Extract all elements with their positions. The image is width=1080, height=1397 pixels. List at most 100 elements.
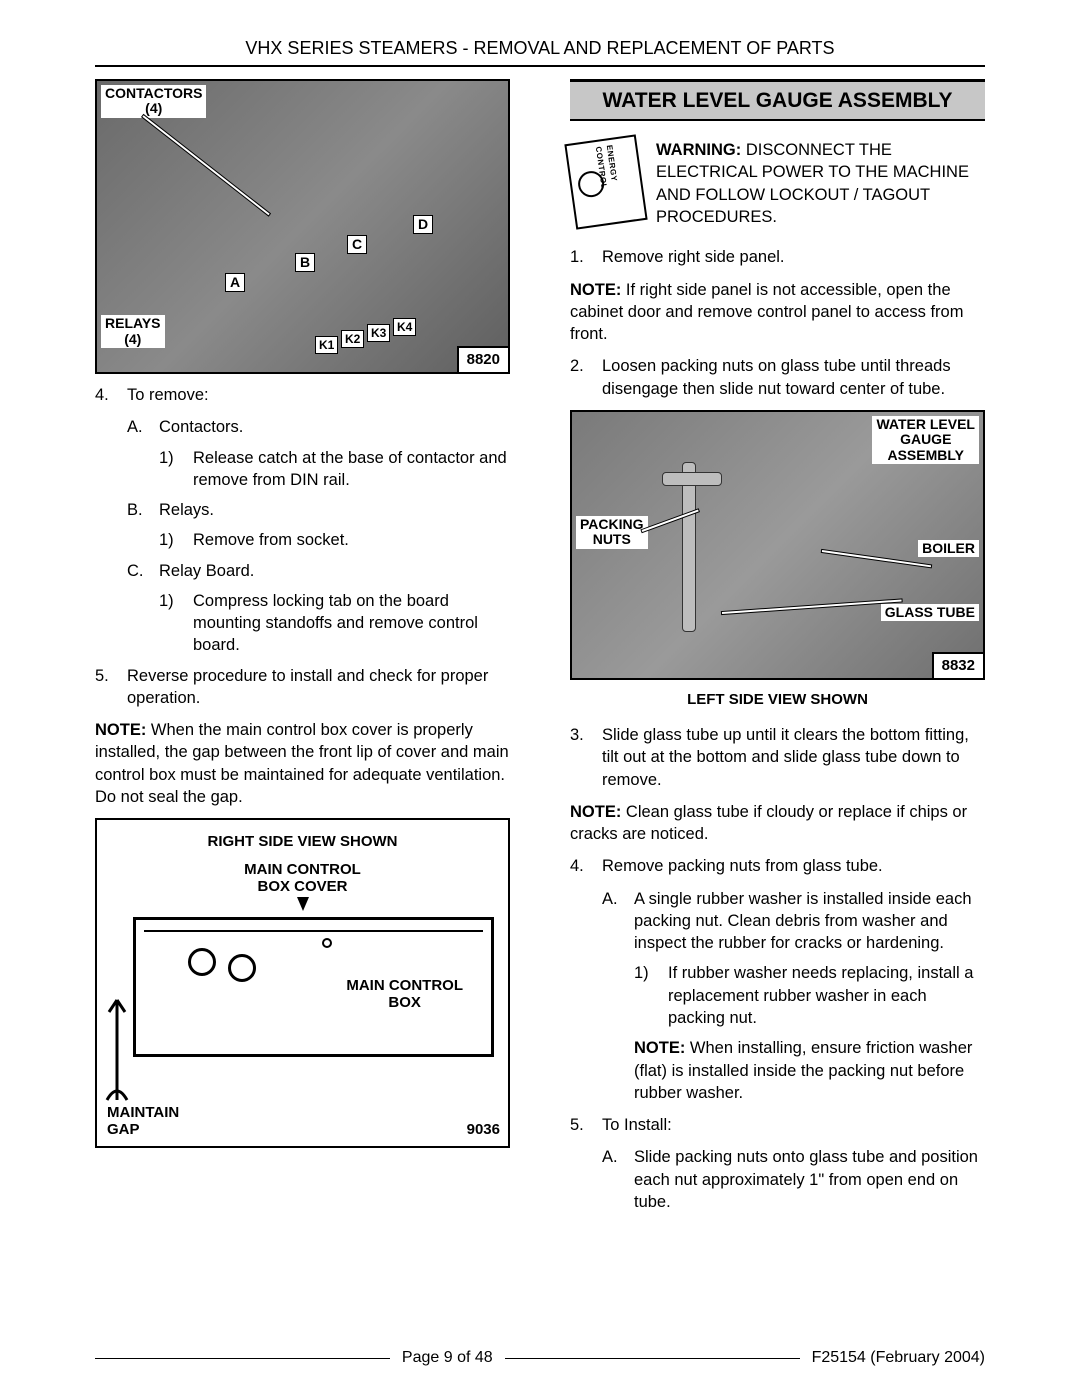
step-4c-text: Relay Board. <box>159 560 254 582</box>
contactors-label: CONTACTORS (4) <box>101 85 206 118</box>
warning-text: WARNING: DISCONNECT THE ELECTRICAL POWER… <box>656 139 985 228</box>
r-step5-text: To Install: <box>602 1114 672 1136</box>
r-step4a1: 1)If rubber washer needs replacing, inst… <box>634 962 985 1029</box>
step-4: 4.To remove: <box>95 384 510 406</box>
step-4c1-text: Compress locking tab on the board mounti… <box>193 590 510 657</box>
footer-rule <box>505 1358 800 1359</box>
doc-id: F25154 (February 2004) <box>800 1349 985 1367</box>
callout-line <box>722 599 902 614</box>
r-step4a1-text: If rubber washer needs replacing, instal… <box>668 962 985 1029</box>
step-5-list: 5.Reverse procedure to install and check… <box>95 665 510 710</box>
maintain-gap-label: MAINTAIN GAP <box>107 1105 179 1138</box>
step-5-text: Reverse procedure to install and check f… <box>127 665 510 710</box>
two-column-layout: CONTACTORS (4) RELAYS (4) A B C D K1 K2 … <box>95 79 985 1221</box>
right-list-1: 1.Remove right side panel. <box>570 246 985 268</box>
fig2-title: RIGHT SIDE VIEW SHOWN <box>105 832 500 852</box>
packing-nuts-label: PACKING NUTS <box>576 516 648 549</box>
step-4c: C.Relay Board. <box>127 560 510 582</box>
r-step5-sub: A.Slide packing nuts onto glass tube and… <box>570 1146 985 1213</box>
r-step4-text: Remove packing nuts from glass tube. <box>602 855 883 877</box>
step-4c-sub: 1)Compress locking tab on the board moun… <box>95 590 510 657</box>
left-column: CONTACTORS (4) RELAYS (4) A B C D K1 K2 … <box>95 79 510 1221</box>
r-step4a-note: NOTE: When installing, ensure friction w… <box>570 1037 985 1104</box>
warning-label: WARNING: <box>656 141 741 159</box>
cover-label: MAIN CONTROL BOX COVER <box>105 861 500 896</box>
small-circle-icon <box>322 938 332 948</box>
page-number: Page 9 of 48 <box>390 1349 505 1367</box>
callout-line <box>142 115 269 215</box>
circle-icon <box>188 948 216 976</box>
step-4c1: 1)Compress locking tab on the board moun… <box>159 590 510 657</box>
step-4a-text: Contactors. <box>159 416 243 438</box>
figure-9036: RIGHT SIDE VIEW SHOWN MAIN CONTROL BOX C… <box>95 818 510 1148</box>
page-header: VHX SERIES STEAMERS - REMOVAL AND REPLAC… <box>95 38 985 67</box>
right-column: WATER LEVEL GAUGE ASSEMBLY ENERGY CONTRO… <box>570 79 985 1221</box>
step-4a1: 1)Release catch at the base of contactor… <box>159 447 510 492</box>
figure-8820: CONTACTORS (4) RELAYS (4) A B C D K1 K2 … <box>95 79 510 374</box>
right-list-2: 2.Loosen packing nuts on glass tube unti… <box>570 355 985 400</box>
right-list-3: 3.Slide glass tube up until it clears th… <box>570 724 985 791</box>
step-4a-sub: 1)Release catch at the base of contactor… <box>95 447 510 492</box>
step-4a1-text: Release catch at the base of contactor a… <box>193 447 510 492</box>
arrow-down-icon <box>297 897 309 911</box>
right-list-4: 4.Remove packing nuts from glass tube. <box>570 855 985 877</box>
fig3-caption: LEFT SIDE VIEW SHOWN <box>570 690 985 710</box>
r-step4-sub: A.A single rubber washer is installed in… <box>570 888 985 955</box>
r-step3-text: Slide glass tube up until it clears the … <box>602 724 985 791</box>
relays-label: RELAYS (4) <box>101 315 165 348</box>
label-k2: K2 <box>341 330 364 348</box>
pipe-shape <box>662 472 722 486</box>
control-box-diagram: MAIN CONTROL BOX <box>133 917 494 1057</box>
r-step4a: A.A single rubber washer is installed in… <box>602 888 985 955</box>
r-step4: 4.Remove packing nuts from glass tube. <box>570 855 985 877</box>
step-4c-list: C.Relay Board. <box>95 560 510 582</box>
step-4-sublist: A.Contactors. <box>95 416 510 438</box>
step-4a: A.Contactors. <box>127 416 510 438</box>
glass-tube-label: GLASS TUBE <box>881 604 979 621</box>
step-4b1: 1)Remove from socket. <box>159 529 510 551</box>
left-note-text: When the main control box cover is prope… <box>95 721 509 806</box>
r-step5: 5.To Install: <box>570 1114 985 1136</box>
footer-rule <box>95 1358 390 1359</box>
figure-number-9036: 9036 <box>467 1120 500 1140</box>
right-list-5: 5.To Install: <box>570 1114 985 1136</box>
r-step5a-text: Slide packing nuts onto glass tube and p… <box>634 1146 985 1213</box>
callout-line <box>822 550 931 567</box>
label-k3: K3 <box>367 324 390 342</box>
left-note: NOTE: When the main control box cover is… <box>95 719 510 808</box>
step-4b-text: Relays. <box>159 499 214 521</box>
label-b: B <box>295 253 315 272</box>
step-4-text: To remove: <box>127 384 209 406</box>
label-k4: K4 <box>393 318 416 336</box>
boiler-label: BOILER <box>918 540 979 557</box>
r-step4a-sub: 1)If rubber washer needs replacing, inst… <box>570 962 985 1029</box>
figure-number-8832: 8832 <box>932 652 983 678</box>
step-4b1-text: Remove from socket. <box>193 529 349 551</box>
label-c: C <box>347 235 367 254</box>
r-step2-text: Loosen packing nuts on glass tube until … <box>602 355 985 400</box>
r-step1-text: Remove right side panel. <box>602 246 785 268</box>
right-note2: NOTE: Clean glass tube if cloudy or repl… <box>570 801 985 846</box>
r-step1: 1.Remove right side panel. <box>570 246 985 268</box>
page-footer: Page 9 of 48 F25154 (February 2004) <box>95 1349 985 1367</box>
gap-arrow-icon <box>103 982 131 1102</box>
step-4b-sub: 1)Remove from socket. <box>95 529 510 551</box>
right-note1: NOTE: If right side panel is not accessi… <box>570 279 985 346</box>
warning-block: ENERGY CONTROL WARNING: DISCONNECT THE E… <box>570 139 985 228</box>
label-a: A <box>225 273 245 292</box>
section-heading: WATER LEVEL GAUGE ASSEMBLY <box>570 79 985 121</box>
wlga-label: WATER LEVEL GAUGE ASSEMBLY <box>872 416 979 464</box>
lockout-tagout-icon: ENERGY CONTROL <box>564 135 647 230</box>
step-4b: B.Relays. <box>127 499 510 521</box>
r-step2: 2.Loosen packing nuts on glass tube unti… <box>570 355 985 400</box>
right-note2-text: Clean glass tube if cloudy or replace if… <box>570 803 967 843</box>
r-step5a: A.Slide packing nuts onto glass tube and… <box>602 1146 985 1213</box>
step-4b-list: B.Relays. <box>95 499 510 521</box>
r-step3: 3.Slide glass tube up until it clears th… <box>570 724 985 791</box>
figure-8832: WATER LEVEL GAUGE ASSEMBLY PACKING NUTS … <box>570 410 985 680</box>
label-k1: K1 <box>315 336 338 354</box>
left-procedure-list: 4.To remove: <box>95 384 510 406</box>
label-d: D <box>413 215 433 234</box>
right-note1-text: If right side panel is not accessible, o… <box>570 281 963 344</box>
r-step4a-text: A single rubber washer is installed insi… <box>634 888 985 955</box>
